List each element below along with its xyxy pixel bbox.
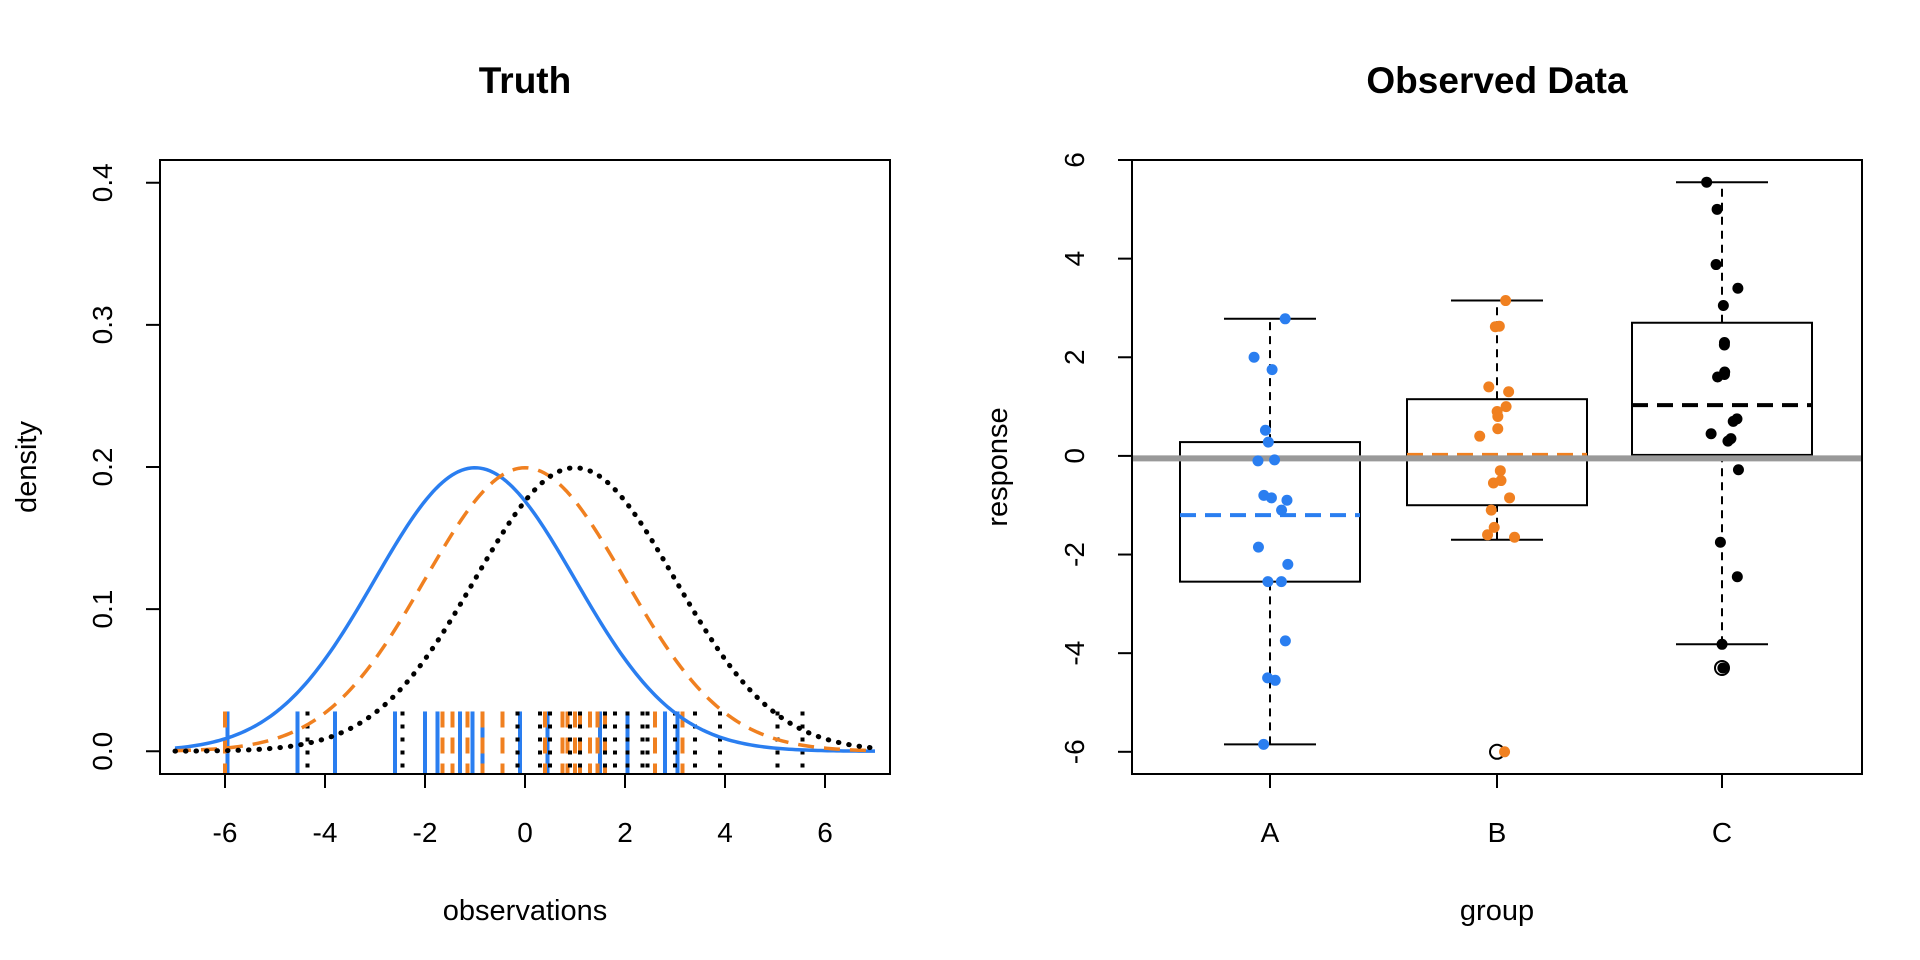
boxplot-y-tick-label: 0	[1059, 448, 1090, 464]
boxplot-point-C	[1711, 203, 1723, 215]
boxplot-x-axis-label: group	[1460, 895, 1534, 927]
boxplot-x-tick-label: C	[1712, 817, 1732, 848]
boxplot-point-B	[1488, 521, 1500, 533]
boxplot-chart-title: Observed Data	[1366, 60, 1628, 101]
boxplot-point-C	[1717, 662, 1729, 674]
boxplot-point-A	[1281, 494, 1293, 506]
density-y-tick-label: 0.3	[87, 305, 118, 344]
boxplot-point-C	[1710, 259, 1722, 271]
boxplot-axes: A B C -6 -4 -2 0 2 4 6	[1059, 152, 1732, 848]
boxplot-point-B	[1499, 746, 1511, 758]
density-x-axis-label: observations	[443, 895, 607, 927]
density-plot-frame	[159, 159, 891, 775]
boxplot-point-B	[1504, 492, 1516, 504]
boxplot-point-B	[1487, 477, 1499, 489]
boxplot-point-A	[1269, 674, 1281, 686]
boxplot-y-tick-label: 4	[1059, 251, 1090, 267]
boxplot-point-A	[1262, 576, 1274, 588]
boxplot-point-A	[1248, 351, 1260, 363]
density-x-tick-label: -2	[413, 817, 438, 848]
boxplot-point-C	[1718, 339, 1730, 351]
density-chart-title: Truth	[479, 60, 571, 101]
boxplot-point-A	[1258, 738, 1270, 750]
boxplot-y-tick-label: 6	[1059, 152, 1090, 168]
density-rug-layer	[223, 711, 805, 774]
boxplot-point-layer	[1248, 176, 1744, 758]
boxplot-point-C	[1716, 638, 1728, 650]
boxplot-box-A	[1179, 441, 1361, 583]
boxplot-point-B	[1503, 386, 1515, 398]
boxplot-point-C	[1714, 536, 1726, 548]
density-y-tick-label: 0.2	[87, 448, 118, 487]
boxplot-point-A	[1252, 455, 1264, 467]
boxplot-point-A	[1282, 558, 1294, 570]
boxplot-point-C	[1732, 464, 1744, 476]
density-x-tick-label: 6	[817, 817, 833, 848]
boxplot-point-B	[1500, 295, 1512, 307]
density-y-tick-label: 0.0	[87, 732, 118, 771]
boxplot-point-B	[1489, 321, 1501, 333]
boxplot-point-A	[1259, 424, 1271, 436]
boxplot-point-B	[1482, 529, 1494, 541]
boxplot-x-tick-label: A	[1261, 817, 1280, 848]
density-x-tick-label: -4	[313, 817, 338, 848]
boxplot-panel: Observed Data group response A B C -6 -4 -2 0 2…	[982, 60, 1863, 927]
boxplot-y-tick-label: -4	[1059, 641, 1090, 666]
density-x-tick-label: 2	[617, 817, 633, 848]
boxplot-point-B	[1492, 410, 1504, 422]
boxplot-point-B	[1483, 381, 1495, 393]
boxplot-point-C	[1731, 571, 1743, 583]
density-curve-layer	[172, 465, 878, 754]
boxplot-point-C	[1727, 415, 1739, 427]
density-panel: Truth observations density -6 -4 -2 0 2 4 6 0.0…	[11, 60, 891, 927]
boxplot-point-A	[1276, 504, 1288, 516]
density-x-tick-label: -6	[213, 817, 238, 848]
density-curve-blue	[174, 466, 876, 753]
boxplot-point-C	[1722, 435, 1734, 447]
density-curve-black	[172, 465, 878, 754]
boxplot-point-B	[1492, 423, 1504, 435]
boxplot-point-A	[1265, 492, 1277, 504]
boxplot-x-tick-label: B	[1488, 817, 1507, 848]
boxplot-point-A	[1279, 313, 1291, 325]
boxplot-box-B	[1406, 398, 1588, 507]
boxplot-plot-frame	[1131, 159, 1863, 775]
boxplot-point-A	[1262, 436, 1274, 448]
boxplot-y-tick-label: -2	[1059, 542, 1090, 567]
density-y-tick-label: 0.1	[87, 590, 118, 629]
boxplot-point-B	[1485, 504, 1497, 516]
boxplot-y-tick-label: 2	[1059, 349, 1090, 365]
density-curve-orange	[174, 465, 876, 753]
boxplot-point-B	[1474, 430, 1486, 442]
boxplot-point-A	[1275, 576, 1287, 588]
density-x-tick-label: 0	[517, 817, 533, 848]
boxplot-point-A	[1269, 454, 1281, 466]
boxplot-point-A	[1266, 364, 1278, 376]
density-x-tick-label: 4	[717, 817, 733, 848]
boxplot-box-C	[1631, 321, 1813, 456]
boxplot-point-C	[1712, 371, 1724, 383]
boxplot-point-B	[1494, 465, 1506, 477]
boxplot-point-C	[1732, 282, 1744, 294]
boxplot-point-C	[1701, 176, 1713, 188]
boxplot-point-C	[1717, 299, 1729, 311]
boxplot-point-C	[1705, 428, 1717, 440]
boxplot-point-B	[1509, 531, 1521, 543]
boxplot-point-A	[1252, 541, 1264, 553]
density-y-tick-label: 0.4	[87, 163, 118, 202]
density-y-axis-label: density	[11, 421, 43, 513]
boxplot-y-axis-label: response	[982, 407, 1014, 526]
boxplot-y-tick-label: -6	[1059, 739, 1090, 764]
boxplot-point-A	[1279, 635, 1291, 647]
boxplot-point-B	[1500, 401, 1512, 413]
